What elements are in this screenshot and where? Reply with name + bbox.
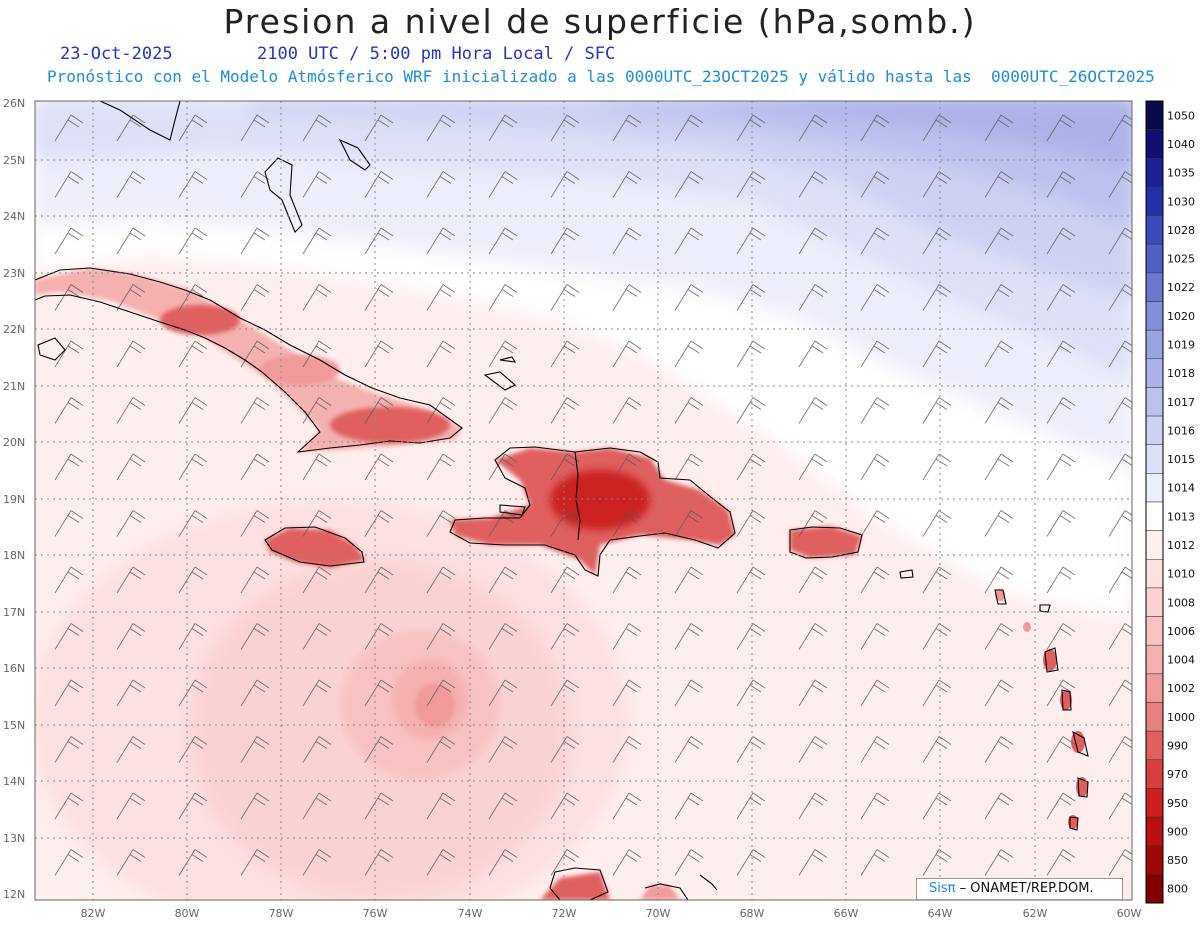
colorbar-label: 1012 [1167, 539, 1195, 552]
model-run-info: Pronóstico con el Modelo Atmósferico WRF… [47, 67, 1155, 86]
lon-label: 60W [1117, 907, 1142, 920]
colorbar-swatch [1145, 473, 1164, 503]
lat-label: 16N [3, 662, 25, 675]
lat-label: 20N [3, 436, 25, 449]
colorbar-swatch [1145, 816, 1164, 846]
lon-label: 82W [81, 907, 106, 920]
lon-label: 64W [928, 907, 953, 920]
colorbar-swatch [1145, 559, 1164, 589]
colorbar-label: 900 [1167, 825, 1188, 838]
colorbar-swatch [1145, 444, 1164, 474]
colorbar-label: 1010 [1167, 568, 1195, 581]
colorbar-swatch [1145, 616, 1164, 646]
colorbar-swatch [1145, 301, 1164, 331]
lon-label: 72W [552, 907, 577, 920]
lat-label: 24N [3, 210, 25, 223]
latitude-axis: 26N 25N 24N 23N 22N 21N 20N 19N 18N 17N … [3, 97, 25, 901]
colorbar-label: 1022 [1167, 281, 1195, 294]
colorbar-swatch [1145, 874, 1164, 904]
colorbar-swatch [1145, 730, 1164, 761]
colorbar-label: 1017 [1167, 396, 1195, 409]
colorbar: 1050 1040 1035 1030 1028 1025 1022 1020 1019 1018… [1145, 100, 1195, 904]
colorbar-label: 800 [1167, 883, 1188, 896]
lat-label: 18N [3, 549, 25, 562]
colorbar-swatch [1145, 186, 1164, 216]
lat-label: 12N [3, 888, 25, 901]
lat-label: 25N [3, 154, 25, 167]
colorbar-swatch [1145, 673, 1164, 703]
lon-label: 68W [740, 907, 765, 920]
colorbar-label: 1050 [1167, 109, 1195, 122]
lat-label: 15N [3, 719, 25, 732]
colorbar-swatch [1145, 158, 1164, 188]
colorbar-swatch [1145, 129, 1164, 159]
colorbar-label: 1004 [1167, 654, 1195, 667]
colorbar-label: 1030 [1167, 195, 1195, 208]
credit-org: – ONAMET/REP.DOM. [959, 881, 1094, 896]
lat-label: 26N [3, 97, 25, 110]
colorbar-label: 1006 [1167, 625, 1195, 638]
colorbar-label: 1015 [1167, 453, 1195, 466]
colorbar-swatch [1145, 243, 1164, 274]
lat-label: 14N [3, 775, 25, 788]
colorbar-swatch [1145, 644, 1164, 675]
colorbar-label: 1040 [1167, 138, 1195, 151]
longitude-axis: 82W 80W 78W 76W 74W 72W 70W 68W 66W 64W … [81, 907, 1142, 920]
colorbar-label: 1008 [1167, 596, 1195, 609]
colorbar-label: 1020 [1167, 310, 1195, 323]
lat-label: 22N [3, 323, 25, 336]
colorbar-label: 1002 [1167, 682, 1195, 695]
colorbar-label: 1014 [1167, 482, 1195, 495]
plot-frame [34, 100, 1133, 901]
colorbar-swatch [1145, 215, 1164, 245]
colorbar-label: 950 [1167, 797, 1188, 810]
colorbar-swatch [1145, 759, 1164, 789]
graticule [35, 101, 1132, 900]
colorbar-swatch [1145, 788, 1164, 818]
lat-label: 23N [3, 267, 25, 280]
lon-label: 78W [269, 907, 294, 920]
colorbar-label: 1028 [1167, 224, 1195, 237]
map-title: Presion a nivel de superficie (hPa,somb.… [223, 2, 977, 41]
lat-label: 13N [3, 832, 25, 845]
colorbar-label: 1025 [1167, 253, 1195, 266]
colorbar-swatch [1145, 358, 1164, 388]
forecast-time: 2100 UTC / 5:00 pm Hora Local / SFC [257, 44, 616, 64]
colorbar-label: 990 [1167, 739, 1188, 752]
colorbar-swatch [1145, 415, 1164, 445]
colorbar-swatch [1145, 587, 1164, 617]
lat-label: 21N [3, 380, 25, 393]
forecast-date: 23-Oct-2025 [60, 44, 173, 64]
colorbar-swatch [1145, 530, 1164, 560]
colorbar-label: 1035 [1167, 167, 1195, 180]
colorbar-label: 1019 [1167, 338, 1195, 351]
colorbar-swatch [1145, 702, 1164, 732]
lon-label: 74W [458, 907, 483, 920]
colorbar-swatch [1145, 501, 1164, 531]
colorbar-frame [1145, 100, 1164, 904]
shaded-field [35, 101, 1132, 900]
lat-label: 17N [3, 606, 25, 619]
colorbar-swatch [1145, 272, 1164, 302]
colorbar-swatch [1145, 845, 1164, 875]
colorbar-swatch [1145, 100, 1164, 130]
colorbar-label: 1000 [1167, 711, 1195, 724]
colorbar-label: 1013 [1167, 510, 1195, 523]
lon-label: 70W [646, 907, 671, 920]
lon-label: 76W [363, 907, 388, 920]
lon-label: 62W [1023, 907, 1048, 920]
colorbar-label: 850 [1167, 854, 1188, 867]
lat-label: 19N [3, 493, 25, 506]
sispi-logo: Sisπ [929, 881, 956, 896]
colorbar-label: 1016 [1167, 424, 1195, 437]
colorbar-label: 1018 [1167, 367, 1195, 380]
colorbar-label: 970 [1167, 768, 1188, 781]
credit-box: Sisπ – ONAMET/REP.DOM. [916, 878, 1123, 900]
colorbar-swatch [1145, 329, 1164, 360]
lon-label: 66W [834, 907, 859, 920]
lon-label: 80W [175, 907, 200, 920]
colorbar-swatch [1145, 387, 1164, 417]
